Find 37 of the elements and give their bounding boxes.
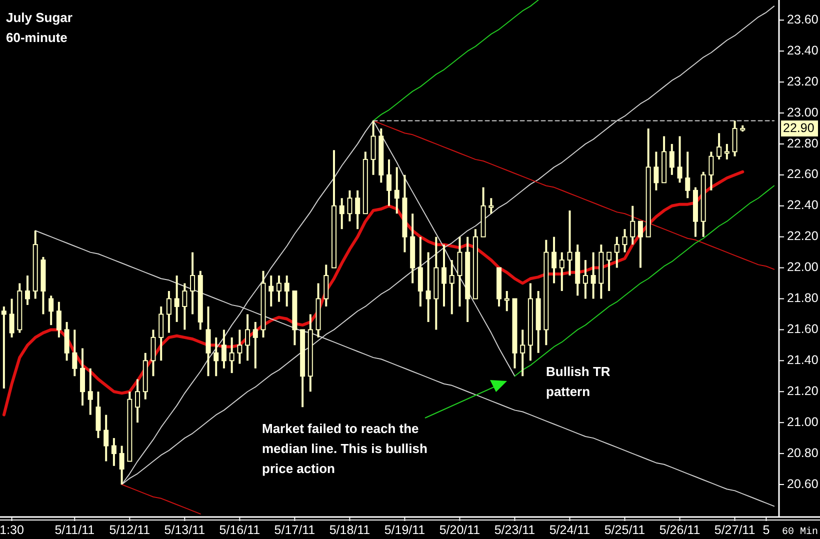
y-tick-label: 20.60 bbox=[787, 476, 818, 491]
y-tick-label: 20.80 bbox=[787, 446, 818, 460]
x-tick-label: 5/26/11 bbox=[659, 523, 700, 537]
x-tick-label: 5/12/11 bbox=[109, 523, 150, 537]
x-tick-label: 5/17/11 bbox=[274, 523, 316, 537]
y-tick-label: 21.20 bbox=[787, 384, 818, 398]
y-tick-label: 22.20 bbox=[787, 229, 818, 244]
x-tick-label: 5/11/11 bbox=[54, 523, 95, 537]
text: 60-minute bbox=[6, 30, 68, 45]
x-tick-label: 1:30 bbox=[0, 523, 24, 537]
x-tick-label: 5/25/11 bbox=[604, 523, 646, 537]
x-tick-label: 5/19/11 bbox=[384, 523, 426, 537]
y-tick-label: 21.80 bbox=[787, 291, 818, 306]
y-tick-label: 22.40 bbox=[787, 198, 818, 212]
text: 22.90 bbox=[783, 120, 814, 135]
y-tick-label: 23.00 bbox=[787, 105, 818, 120]
x-tick-label: 5/16/11 bbox=[219, 523, 260, 537]
y-tick-label: 22.00 bbox=[787, 260, 818, 274]
x-tick-label: 5/24/11 bbox=[549, 523, 590, 537]
x-tick-label: 5/23/11 bbox=[494, 523, 536, 537]
y-tick-label: 21.00 bbox=[787, 414, 818, 429]
x-tick-label: 5 bbox=[762, 523, 770, 537]
y-tick-label: 22.80 bbox=[787, 136, 818, 150]
y-tick-label: 23.60 bbox=[787, 12, 818, 26]
text: July Sugar bbox=[6, 10, 72, 25]
annotation: Bullish TR pattern bbox=[546, 364, 611, 399]
x-tick-label: 5/13/11 bbox=[164, 523, 206, 537]
y-tick-label: 21.60 bbox=[787, 322, 818, 336]
x-axis-title: 60 Min bbox=[782, 526, 818, 538]
x-tick-label: 5/20/11 bbox=[439, 523, 480, 537]
y-tick-label: 23.20 bbox=[787, 74, 818, 88]
y-tick-label: 22.60 bbox=[787, 167, 818, 182]
annotation: Market failed to reach the median line. This is bullish price action bbox=[262, 421, 428, 476]
x-tick-label: 5/27/11 bbox=[714, 523, 756, 537]
y-tick-label: 21.40 bbox=[787, 352, 818, 367]
y-tick-label: 23.40 bbox=[787, 43, 818, 58]
x-tick-label: 5/18/11 bbox=[329, 523, 370, 537]
